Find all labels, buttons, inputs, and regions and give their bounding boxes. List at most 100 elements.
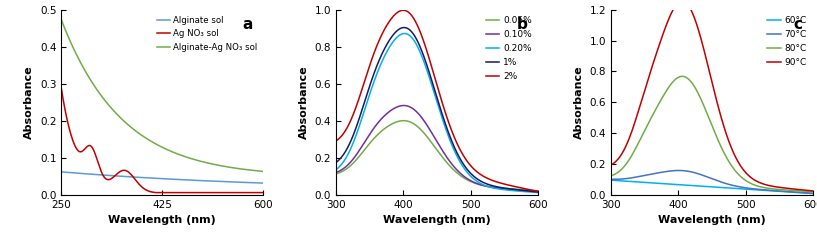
60°C — [765, 189, 775, 192]
0.20% — [342, 156, 351, 159]
0.10% — [399, 104, 408, 107]
Legend: Alginate sol, Ag NO₃ sol, Alginate-Ag NO₃ sol: Alginate sol, Ag NO₃ sol, Alginate-Ag NO… — [154, 12, 261, 56]
1% — [527, 190, 537, 193]
X-axis label: Wavelength (nm): Wavelength (nm) — [383, 215, 491, 225]
2% — [342, 128, 351, 130]
Ag NO₃ sol — [67, 135, 77, 138]
1% — [342, 148, 351, 151]
0.10% — [430, 136, 440, 139]
Y-axis label: Absorbance: Absorbance — [299, 65, 309, 139]
0.05% — [528, 189, 538, 192]
Text: c: c — [794, 17, 803, 32]
0.10% — [342, 165, 351, 168]
0.20% — [534, 191, 543, 194]
80°C — [766, 187, 775, 190]
90°C — [616, 153, 626, 156]
Y-axis label: Absorbance: Absorbance — [25, 65, 34, 139]
Line: 60°C: 60°C — [611, 180, 813, 194]
60°C — [808, 192, 817, 195]
Line: 0.20%: 0.20% — [336, 33, 538, 193]
X-axis label: Wavelength (nm): Wavelength (nm) — [658, 215, 766, 225]
0.10% — [424, 127, 434, 130]
Alginate-Ag NO₃ sol — [252, 169, 262, 172]
2% — [331, 139, 341, 142]
Alginate sol — [56, 170, 66, 173]
80°C — [802, 190, 812, 193]
0.20% — [430, 92, 440, 95]
Ag NO₃ sol — [56, 87, 66, 90]
0.20% — [424, 75, 434, 78]
60°C — [802, 192, 812, 195]
2% — [527, 189, 537, 192]
90°C — [606, 164, 616, 166]
X-axis label: Wavelength (nm): Wavelength (nm) — [109, 215, 217, 225]
Alginate sol — [150, 177, 159, 180]
0.10% — [527, 189, 537, 192]
0.20% — [331, 168, 341, 171]
Alginate-Ag NO₃ sol — [150, 142, 159, 144]
70°C — [616, 178, 626, 181]
90°C — [677, 0, 687, 2]
Line: Alginate sol: Alginate sol — [61, 172, 263, 183]
0.10% — [534, 190, 543, 193]
90°C — [699, 48, 709, 51]
60°C — [704, 185, 714, 188]
Alginate sol — [252, 182, 262, 184]
2% — [430, 75, 440, 78]
70°C — [699, 174, 709, 177]
0.05% — [430, 145, 440, 148]
0.05% — [399, 119, 408, 122]
2% — [490, 180, 500, 183]
Alginate-Ag NO₃ sol — [67, 43, 77, 46]
Ag NO₃ sol — [154, 191, 164, 194]
0.20% — [400, 32, 409, 35]
Ag NO₃ sol — [216, 191, 225, 194]
0.05% — [331, 172, 341, 175]
Line: Alginate-Ag NO₃ sol: Alginate-Ag NO₃ sol — [61, 20, 263, 171]
1% — [424, 70, 434, 73]
Alginate sol — [216, 180, 225, 183]
0.10% — [528, 189, 538, 192]
80°C — [808, 190, 817, 193]
2% — [399, 9, 408, 12]
Ag NO₃ sol — [151, 191, 161, 194]
1% — [331, 161, 341, 164]
0.05% — [490, 186, 500, 189]
Alginate-Ag NO₃ sol — [56, 18, 66, 21]
2% — [424, 57, 434, 60]
90°C — [808, 189, 817, 192]
80°C — [699, 104, 709, 107]
0.20% — [490, 187, 500, 190]
Ag NO₃ sol — [258, 191, 268, 194]
90°C — [766, 184, 775, 187]
Alginate sol — [154, 177, 164, 180]
1% — [534, 191, 543, 194]
70°C — [674, 169, 684, 172]
2% — [534, 190, 543, 193]
70°C — [802, 191, 812, 194]
Alginate-Ag NO₃ sol — [252, 169, 262, 172]
1% — [528, 190, 538, 193]
70°C — [704, 176, 714, 179]
Line: Ag NO₃ sol: Ag NO₃ sol — [61, 88, 263, 193]
90°C — [704, 69, 714, 72]
90°C — [802, 189, 812, 192]
Alginate-Ag NO₃ sol — [258, 170, 268, 173]
Y-axis label: Absorbance: Absorbance — [574, 65, 584, 139]
Line: 80°C: 80°C — [611, 76, 813, 192]
1% — [400, 26, 409, 29]
Line: 70°C: 70°C — [611, 170, 813, 193]
80°C — [704, 117, 714, 120]
70°C — [606, 178, 616, 181]
80°C — [606, 174, 616, 177]
1% — [430, 88, 440, 91]
80°C — [616, 168, 626, 171]
60°C — [699, 185, 708, 188]
90°C — [802, 189, 812, 192]
Line: 0.05%: 0.05% — [336, 121, 538, 191]
Line: 90°C: 90°C — [611, 1, 813, 191]
70°C — [802, 191, 812, 194]
0.05% — [342, 167, 351, 170]
60°C — [616, 179, 626, 182]
Legend: 60°C, 70°C, 80°C, 90°C: 60°C, 70°C, 80°C, 90°C — [764, 12, 810, 70]
